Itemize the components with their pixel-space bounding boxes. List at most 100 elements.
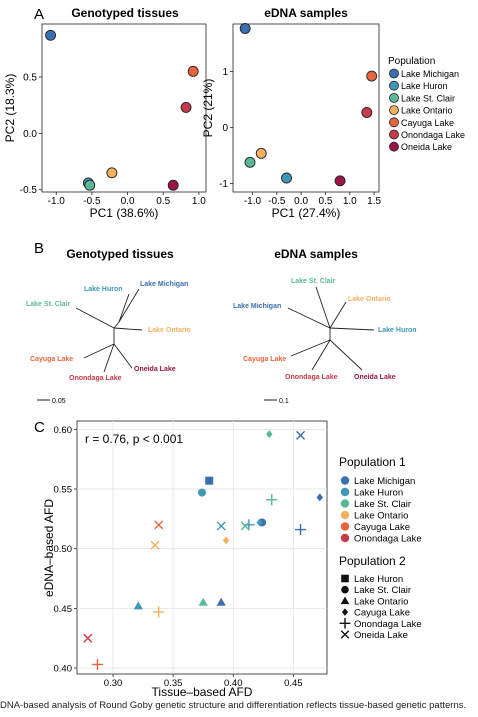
x-tick-label: 0.30	[104, 678, 123, 689]
y-tick-label: -1	[219, 179, 228, 190]
legend-label: Lake Huron	[354, 574, 403, 585]
legend-marker	[340, 499, 350, 508]
legend-marker	[389, 129, 399, 140]
legend-label: Cayuga Lake	[354, 522, 410, 533]
data-point	[239, 23, 251, 34]
legend-marker	[389, 117, 399, 128]
tree-edna-branch	[290, 339, 331, 357]
diamond-marker	[341, 608, 349, 616]
tree-label: Lake Huron	[84, 286, 123, 293]
tree-tissues-branch	[83, 343, 115, 359]
tree-label: Lake Huron	[378, 327, 417, 334]
tree-tissues-branch	[113, 343, 133, 369]
tree-edna-branch	[287, 307, 331, 329]
data-point	[255, 147, 267, 159]
y-tick-label: 0.50	[54, 544, 73, 555]
legend-label: Cayuga Lake	[354, 608, 410, 619]
legend-label: Lake Huron	[354, 488, 403, 499]
tree-label: Cayuga Lake	[30, 356, 73, 363]
tree-edna-branch	[329, 339, 363, 371]
x-tick-label: 1.5	[367, 196, 381, 207]
tree-edna-branch	[329, 301, 347, 329]
diamond-marker	[256, 518, 263, 527]
legend-marker	[389, 68, 399, 79]
tree-label: Cayuga Lake	[243, 356, 286, 363]
tree-tissues-title: Genotyped tissues	[66, 247, 174, 261]
tree-label: Lake Michigan	[140, 281, 188, 288]
pca-edna-title: eDNA samples	[264, 6, 348, 20]
tree-label: Onondaga Lake	[285, 374, 338, 381]
x-tick-label: 0.0	[294, 196, 308, 207]
x-tick-label: 0.5	[156, 196, 170, 207]
legend-marker	[340, 476, 350, 485]
tree-tissues-branch	[118, 293, 130, 323]
cross-stroke	[296, 430, 306, 440]
triangle-marker	[198, 597, 208, 606]
afd-xlabel: Tissue–based AFD	[152, 685, 253, 699]
tree-edna: eDNA samples Lake St. Clair Lake Ontario…	[233, 247, 417, 405]
cross-stroke	[83, 633, 93, 643]
data-point	[334, 175, 346, 187]
tree-label: Lake Ontario	[348, 296, 391, 303]
tree-label: Lake St. Clair	[291, 278, 336, 285]
legend-label: Oneida Lake	[354, 630, 408, 641]
tree-tissues: Genotyped tissues Lake Huron Lake Michig…	[26, 247, 191, 405]
cross-stroke	[240, 521, 250, 531]
pca-tissues-plot-area	[41, 23, 207, 193]
plus-marker	[243, 519, 255, 531]
cross-marker	[154, 520, 164, 530]
legend-label: Lake St. Clair	[354, 585, 411, 596]
data-point	[281, 172, 292, 184]
afd-scatter-chart: 0.30 0.35 0.40 0.45 0.40 0.45 0.50 0.55 0.60 r =…	[42, 420, 328, 699]
legend-label: Onondaga Lake	[401, 130, 465, 140]
cross-stroke	[150, 540, 160, 550]
tree-edna-branch	[311, 339, 331, 371]
data-point	[187, 65, 199, 77]
y-tick-label: 0	[222, 123, 228, 134]
legend-label: Lake Ontario	[354, 596, 408, 607]
data-point	[361, 107, 373, 118]
pca-legend: Population Lake Michigan Lake Huron Lake S…	[388, 56, 465, 152]
pca-edna-plot-area	[232, 23, 380, 193]
legend-marker	[340, 522, 350, 531]
pca-tissues-xlabel: PC1 (38.6%)	[90, 206, 159, 220]
x-tick-label: 0.0	[121, 196, 135, 207]
x-tick-label: -0.5	[83, 196, 101, 207]
x-tick-label: 0.40	[224, 678, 243, 689]
data-point	[244, 156, 256, 168]
plus-marker	[339, 617, 351, 629]
tree-tissues-branch	[103, 343, 115, 373]
x-tick-label: -1.0	[244, 196, 262, 207]
afd-ylabel: eDNA–based AFD	[42, 499, 56, 597]
x-tick-label: 0.35	[164, 678, 183, 689]
legend-marker	[389, 80, 399, 91]
tree-label: Oneida Lake	[354, 374, 396, 381]
tree-edna-scale-label: 0.1	[279, 398, 289, 405]
figure-canvas: A B C Genotyped tissues -1.0 -0.5 0.0 0.5 1.…	[3, 6, 465, 699]
pca-edna-xlabel: PC1 (27.4%)	[272, 206, 341, 220]
y-tick-label: 1	[222, 67, 228, 78]
y-tick-label: 0.60	[54, 425, 73, 436]
data-point	[106, 167, 118, 179]
legend-label: Lake St. Clair	[354, 499, 411, 510]
tree-edna-title: eDNA samples	[274, 247, 358, 261]
y-tick-label: -0.5	[20, 185, 38, 196]
legend-label: Lake Michigan	[401, 69, 459, 79]
tree-edna-branch	[329, 327, 375, 331]
data-point	[45, 29, 57, 41]
legend-label: Lake Ontario	[354, 511, 408, 522]
cross-stroke	[340, 630, 350, 639]
x-tick-label: -1.0	[48, 196, 66, 207]
legend-marker	[389, 141, 399, 152]
pca-tissues-ylabel: PC2 (18.3%)	[3, 74, 17, 143]
plus-marker	[266, 494, 278, 506]
cross-marker	[296, 430, 306, 440]
y-tick-label: 0.5	[23, 72, 37, 83]
legend-label: Onondaga Lake	[354, 619, 422, 630]
tree-tissues-branch	[75, 307, 115, 329]
tree-tissues-scale-label: 0.05	[52, 398, 66, 405]
pca-tissues-chart: Genotyped tissues -1.0 -0.5 0.0 0.5 1.0 -0.5 0…	[3, 6, 207, 220]
triangle-marker	[216, 597, 226, 606]
